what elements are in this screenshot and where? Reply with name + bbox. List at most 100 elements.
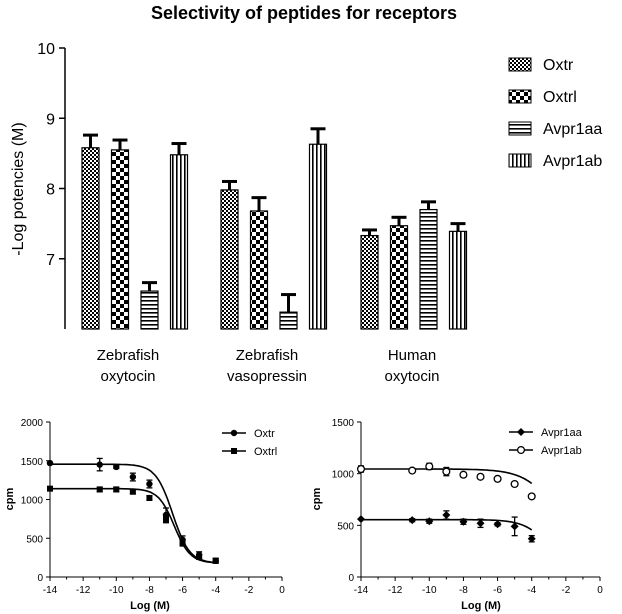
legend-label-avpr1aa: Avpr1aa	[541, 427, 583, 439]
legend-label-avpr1ab: Avpr1ab	[543, 153, 602, 170]
bar-oxtrl	[249, 210, 269, 330]
y-tick-label: 0	[37, 573, 43, 584]
line1-ylabel: cpm	[4, 487, 16, 510]
bar-category-label: oxytocin	[100, 368, 155, 385]
fit-curve-avpr1aa	[361, 518, 533, 531]
marker-square	[231, 448, 237, 454]
bar-y-tick-label: 8	[46, 182, 55, 199]
line1-legend: Oxtr Oxtrl	[222, 428, 277, 458]
legend-label-oxtr: Oxtr	[543, 57, 574, 74]
marker-diamond	[357, 515, 365, 524]
bar-avpr1aa	[279, 311, 298, 330]
line2-xlabel: Log (M)	[461, 600, 501, 612]
bar-avpr1ab	[448, 230, 468, 330]
x-tick-label: -2	[561, 585, 570, 596]
marker-circle	[129, 473, 137, 481]
marker-square	[163, 515, 169, 522]
x-tick-label: -4	[527, 585, 536, 596]
bar-avpr1aa	[140, 290, 159, 330]
bar-y-tick-label: 9	[46, 111, 55, 128]
bar-oxtr	[81, 147, 100, 330]
marker-diamond	[442, 511, 451, 519]
legend-label-oxtrl: Oxtrl	[254, 446, 277, 458]
x-tick-label: 0	[279, 585, 285, 596]
marker-circle	[113, 463, 120, 471]
bar-avpr1ab	[308, 143, 328, 330]
marker-diamond	[459, 517, 468, 526]
bar-category-labels: Zebrafish oxytocin Zebrafish vasopressin Hum…	[97, 347, 440, 385]
marker-open-circle	[527, 492, 536, 501]
marker-square	[47, 485, 53, 492]
marker-open-circle	[459, 470, 468, 479]
legend-swatch-oxtrl	[508, 89, 532, 104]
x-tick-label: -4	[211, 585, 220, 596]
x-tick-label: -6	[178, 585, 187, 596]
x-tick-label: -8	[145, 585, 154, 596]
x-tick-label: -8	[459, 585, 468, 596]
marker-open-circle	[408, 466, 417, 475]
bar-oxtr	[360, 234, 379, 330]
marker-square	[113, 486, 120, 493]
x-tick-label: -6	[493, 585, 502, 596]
y-tick-label: 500	[337, 521, 354, 532]
marker-open-circle	[442, 467, 451, 476]
line2-ylabel: cpm	[311, 487, 323, 510]
bar-chart-title: Selectivity of peptides for receptors	[151, 3, 457, 23]
bar-series-bars	[81, 127, 468, 330]
marker-open-circle	[516, 445, 526, 455]
marker-diamond	[476, 519, 485, 528]
bar-avpr1aa	[419, 208, 438, 330]
bar-chart-ylabel: -Log potencies (M)	[10, 122, 27, 255]
legend-swatch-avpr1ab	[508, 153, 532, 168]
marker-square	[179, 539, 186, 546]
marker-square	[146, 494, 153, 501]
line2-legend: Avpr1aa Avpr1ab	[509, 427, 583, 457]
fit-curve-oxtr	[50, 463, 216, 564]
marker-circle	[230, 429, 238, 437]
x-tick-label: 0	[597, 585, 603, 596]
bar-category-label: Human	[388, 347, 436, 364]
y-tick-label: 1000	[21, 496, 44, 507]
legend-label-oxtrl: Oxtrl	[543, 89, 577, 106]
marker-square	[96, 486, 103, 493]
marker-circle	[146, 480, 153, 488]
line1-plot	[46, 457, 219, 564]
bar-y-tick-label: 7	[46, 252, 55, 269]
marker-open-circle	[493, 474, 502, 483]
bar-category-label: Zebrafish	[236, 347, 299, 364]
legend-swatch-avpr1aa	[508, 121, 532, 136]
y-tick-label: 1500	[332, 418, 355, 429]
bar-chart: Selectivity of peptides for receptors -L…	[10, 3, 602, 385]
bar-avpr1ab	[169, 154, 189, 330]
y-tick-label: 1500	[21, 457, 44, 468]
x-tick-label: -2	[244, 585, 253, 596]
line1-xlabel: Log (M)	[130, 600, 170, 612]
marker-open-circle	[356, 464, 366, 474]
legend-label-avpr1ab: Avpr1ab	[541, 445, 582, 457]
legend-swatch-oxtr	[508, 57, 532, 72]
bar-category-label: oxytocin	[384, 368, 439, 385]
x-tick-label: -10	[422, 585, 437, 596]
marker-diamond	[517, 428, 525, 436]
marker-diamond	[493, 520, 502, 529]
marker-diamond	[527, 534, 536, 543]
y-tick-label: 0	[348, 573, 354, 584]
x-tick-label: -14	[43, 585, 58, 596]
marker-open-circle	[425, 462, 434, 471]
marker-square	[129, 488, 136, 495]
bar-category-label: Zebrafish	[97, 347, 160, 364]
bar-legend: Oxtr Oxtrl Avpr1aa Avpr1ab	[508, 57, 602, 170]
y-tick-label: 500	[26, 534, 43, 545]
marker-diamond	[510, 522, 519, 531]
bar-y-tick-label: 10	[37, 41, 55, 58]
x-tick-label: -14	[354, 585, 369, 596]
marker-open-circle	[476, 472, 485, 481]
bar-oxtrl	[110, 149, 130, 330]
x-tick-label: -12	[388, 585, 403, 596]
bar-oxtr	[220, 189, 239, 330]
y-tick-label: 1000	[332, 470, 355, 481]
line2-axes: -14 -12 -10 -8 -6 -4 -2 0 0 500 1000 1500	[332, 418, 603, 596]
